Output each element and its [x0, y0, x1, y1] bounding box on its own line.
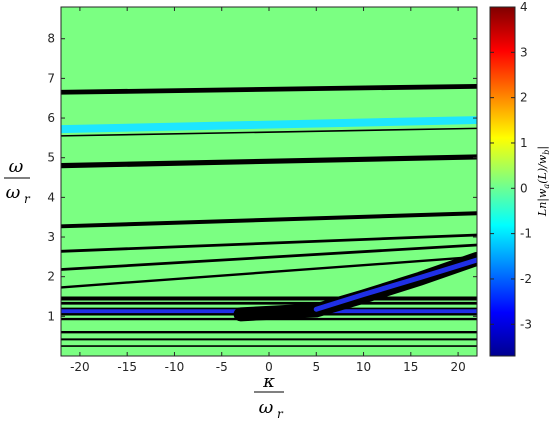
x-tick-label: 20: [450, 360, 465, 374]
band-6: [61, 243, 477, 271]
x-tick-label: 10: [356, 360, 371, 374]
x-tick-label: -15: [117, 360, 137, 374]
x-tick-label: -10: [165, 360, 185, 374]
colorbar-tick-label: 4: [520, 0, 528, 14]
x-axis-ticks: -20 -15 -10 -5 0 5 10 15 20: [70, 7, 466, 374]
y-axis-label-subscript: r: [24, 192, 31, 206]
band-2: [61, 127, 477, 137]
colorbar-tick-label: -3: [520, 317, 532, 331]
y-tick-label: 1: [47, 309, 55, 323]
anticrossing-blue-band: [313, 257, 477, 312]
colorbar-tick-label: 3: [520, 45, 528, 59]
band-1: [61, 116, 477, 134]
x-axis-label: κ ω r: [254, 371, 284, 421]
colorbar-tick-label: -1: [520, 227, 532, 241]
colorbar-ticks: -3 -2 -1 0 1 2 3 4: [490, 0, 532, 331]
y-tick-label: 6: [47, 111, 55, 125]
y-tick-label: 4: [47, 190, 55, 204]
band-8: [61, 296, 477, 301]
anticrossing-layer: [233, 251, 477, 322]
colorbar-tick-label: -2: [520, 272, 532, 286]
colorbar-label: Ln|wa(L)/wb|: [536, 146, 550, 217]
y-tick-label: 8: [47, 32, 55, 46]
y-tick-label: 7: [47, 71, 55, 85]
x-tick-label: 0: [265, 360, 273, 374]
y-axis-label: ω ω r: [4, 156, 31, 206]
colorbar-tick-label: 1: [520, 136, 528, 150]
y-tick-label: 2: [47, 270, 55, 284]
colorbar-tick-label: 2: [520, 91, 528, 105]
y-tick-label: 3: [47, 230, 55, 244]
band-13: [61, 331, 477, 334]
x-axis-label-numerator: κ: [262, 371, 275, 392]
colorbar-tick-label: 0: [520, 181, 528, 195]
x-tick-label: -5: [216, 360, 228, 374]
band-15: [61, 345, 477, 347]
band-7: [61, 255, 477, 289]
y-axis-label-denominator: ω: [6, 182, 21, 203]
x-tick-label: 15: [403, 360, 418, 374]
band-0: [61, 83, 477, 95]
band-4: [61, 211, 477, 229]
band-3: [61, 154, 477, 169]
y-axis-label-numerator: ω: [9, 156, 24, 177]
colorbar: [489, 6, 516, 357]
band-5: [61, 233, 477, 253]
x-axis-label-denominator: ω: [259, 397, 274, 418]
x-tick-label: 5: [312, 360, 320, 374]
y-axis-ticks: 1 2 3 4 5 6 7 8: [47, 32, 477, 323]
x-axis-label-subscript: r: [277, 407, 284, 421]
band-14: [61, 338, 477, 341]
band-9: [61, 301, 477, 305]
x-tick-label: -20: [70, 360, 90, 374]
y-tick-label: 5: [47, 151, 55, 165]
